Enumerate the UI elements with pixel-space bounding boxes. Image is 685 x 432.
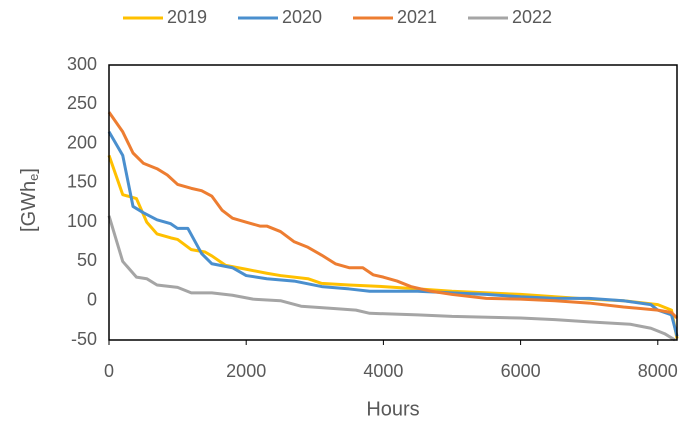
y-axis-label: [GWhe] — [18, 168, 41, 232]
y-label-sub: e — [26, 174, 41, 181]
legend-label: 2019 — [167, 7, 207, 27]
legend-label: 2021 — [397, 7, 437, 27]
x-tick-label: 8000 — [638, 361, 678, 381]
y-tick-label: 100 — [67, 211, 97, 231]
series-line — [107, 131, 679, 337]
y-tick-label: 150 — [67, 172, 97, 192]
x-tick-label: 0 — [104, 361, 114, 381]
x-tick-label: 4000 — [363, 361, 403, 381]
legend-label: 2020 — [282, 7, 322, 27]
series-line — [107, 111, 679, 320]
y-label-end: ] — [18, 168, 40, 174]
x-axis-label: Hours — [366, 398, 419, 420]
plot-frame — [108, 64, 678, 341]
y-tick-label: 300 — [67, 54, 97, 74]
y-tick-label: 200 — [67, 132, 97, 152]
series-line — [107, 215, 676, 342]
legend-label: 2022 — [512, 7, 552, 27]
series-line — [107, 154, 679, 339]
y-tick-label: 250 — [67, 93, 97, 113]
x-tick-label: 2000 — [226, 361, 266, 381]
y-tick-label: 0 — [87, 289, 97, 309]
y-tick-label: 50 — [77, 250, 97, 270]
x-tick-label: 6000 — [501, 361, 541, 381]
y-label-main: [GWh — [18, 181, 40, 232]
y-tick-label: -50 — [71, 329, 97, 349]
